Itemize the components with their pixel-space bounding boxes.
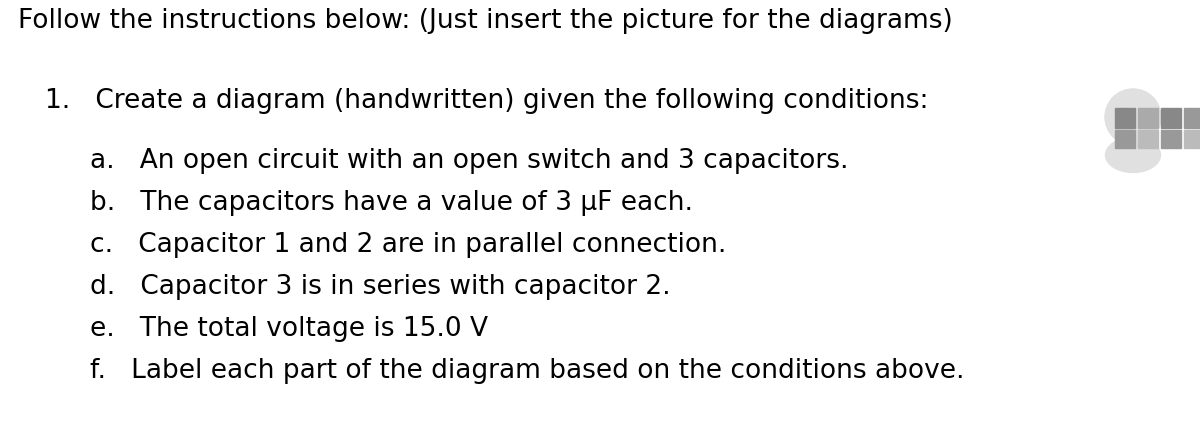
Bar (1162, 108, 1181, 128)
Text: b.   The capacitors have a value of 3 μF each.: b. The capacitors have a value of 3 μF e… (90, 190, 694, 216)
Text: f.   Label each part of the diagram based on the conditions above.: f. Label each part of the diagram based … (90, 358, 965, 384)
Text: a.   An open circuit with an open switch and 3 capacitors.: a. An open circuit with an open switch a… (90, 148, 848, 174)
Bar (1138, 130, 1158, 148)
Text: d.   Capacitor 3 is in series with capacitor 2.: d. Capacitor 3 is in series with capacit… (90, 274, 671, 300)
Bar (1115, 108, 1135, 128)
Bar (1138, 108, 1158, 128)
Bar (1184, 108, 1200, 128)
Circle shape (1105, 89, 1162, 145)
Bar (1162, 130, 1181, 148)
Text: c.   Capacitor 1 and 2 are in parallel connection.: c. Capacitor 1 and 2 are in parallel con… (90, 232, 726, 258)
Ellipse shape (1105, 138, 1160, 173)
Text: 1.   Create a diagram (handwritten) given the following conditions:: 1. Create a diagram (handwritten) given … (46, 88, 929, 114)
Text: e.   The total voltage is 15.0 V: e. The total voltage is 15.0 V (90, 316, 488, 342)
Bar (1115, 130, 1135, 148)
Bar (1184, 130, 1200, 148)
Text: Follow the instructions below: (Just insert the picture for the diagrams): Follow the instructions below: (Just ins… (18, 8, 953, 34)
